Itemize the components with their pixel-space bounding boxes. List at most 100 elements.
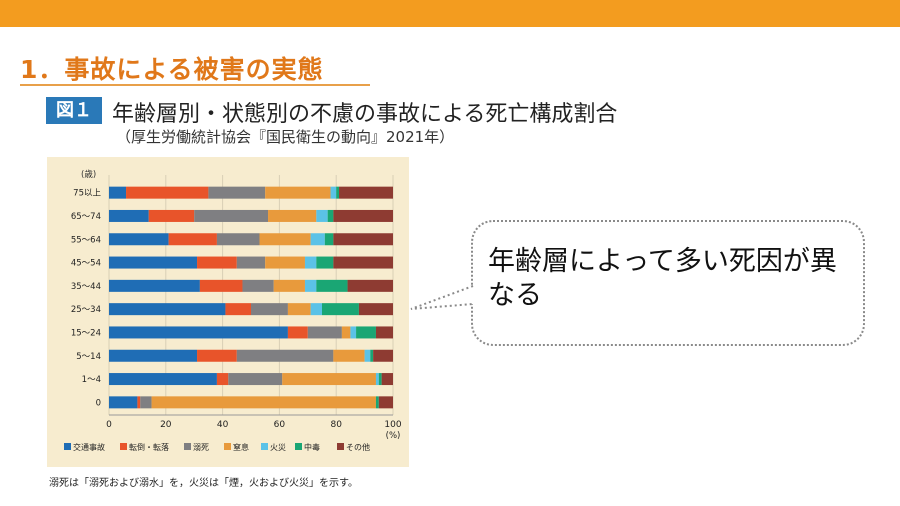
bar-segment bbox=[217, 373, 228, 385]
bar-segment bbox=[333, 210, 393, 222]
bar-segment bbox=[379, 396, 393, 408]
bar-segment bbox=[109, 187, 126, 199]
category-label: 5～14 bbox=[76, 352, 101, 362]
bar-segment bbox=[376, 373, 379, 385]
bar-segment bbox=[376, 396, 379, 408]
x-tick-label: 60 bbox=[274, 420, 286, 430]
category-label: 45～54 bbox=[71, 259, 101, 269]
bar-segment bbox=[152, 396, 376, 408]
bar-segment bbox=[237, 257, 265, 269]
bar-segment bbox=[228, 373, 282, 385]
bar-segment bbox=[137, 396, 140, 408]
legend-label: 火災 bbox=[270, 443, 286, 452]
bar-segment bbox=[109, 303, 225, 315]
x-tick-label: 40 bbox=[217, 420, 229, 430]
bar-segment bbox=[370, 350, 373, 362]
bar-segment bbox=[197, 257, 237, 269]
section-title: 1．事故による被害の実態 bbox=[20, 50, 324, 86]
bar-segment bbox=[237, 350, 334, 362]
bar-segment bbox=[333, 350, 364, 362]
bar-segment bbox=[282, 373, 376, 385]
legend-swatch bbox=[261, 443, 268, 450]
bar-segment bbox=[265, 257, 305, 269]
bar-segment bbox=[339, 187, 393, 199]
category-label: 1～4 bbox=[82, 375, 101, 385]
bar-segment bbox=[169, 233, 217, 245]
legend-label: 窒息 bbox=[233, 442, 249, 452]
x-tick-label: 100 bbox=[384, 420, 401, 430]
callout-text: 年齢層によって多い死因が異なる bbox=[488, 245, 848, 313]
category-label: 15～24 bbox=[71, 328, 101, 338]
bar-segment bbox=[208, 187, 265, 199]
bar-segment bbox=[342, 326, 351, 338]
bar-segment bbox=[268, 210, 316, 222]
bar-segment bbox=[333, 257, 393, 269]
bar-segment bbox=[140, 396, 151, 408]
legend-swatch bbox=[295, 443, 302, 450]
bar-segment bbox=[331, 187, 337, 199]
category-label: 75以上 bbox=[73, 189, 101, 199]
bar-segment bbox=[359, 303, 393, 315]
bar-segment bbox=[316, 210, 327, 222]
bar-segment bbox=[251, 303, 288, 315]
bar-segment bbox=[265, 187, 330, 199]
bar-segment bbox=[200, 280, 243, 292]
bar-segment bbox=[288, 303, 311, 315]
bar-segment bbox=[305, 280, 316, 292]
x-tick-label: 20 bbox=[160, 420, 172, 430]
bar-segment bbox=[109, 210, 149, 222]
stacked-bar-chart: (歳) 75以上 65～74 55～64 45～54 35～44 25～34 15～24 5～1… bbox=[47, 157, 409, 467]
bar-segment bbox=[194, 210, 268, 222]
figure-source: （厚生労働統計協会『国民衛生の動向』2021年） bbox=[116, 126, 454, 147]
legend-swatch bbox=[337, 443, 344, 450]
bar-segment bbox=[288, 326, 308, 338]
bar-segment bbox=[109, 373, 217, 385]
bar-segment bbox=[305, 257, 316, 269]
speech-bubble-tail bbox=[405, 282, 477, 318]
legend-label: 溺死 bbox=[193, 443, 209, 452]
bar-segment bbox=[311, 303, 322, 315]
bar-segment bbox=[322, 303, 359, 315]
bar-segment bbox=[109, 280, 200, 292]
bar-segment bbox=[274, 280, 305, 292]
figure-title: 年齢層別・状態別の不慮の事故による死亡構成割合 bbox=[112, 96, 617, 128]
bar-segment bbox=[149, 210, 194, 222]
legend-label: 中毒 bbox=[304, 442, 320, 452]
bar-segment bbox=[365, 350, 371, 362]
y-axis-unit: (歳) bbox=[81, 169, 96, 180]
bar-segment bbox=[316, 257, 333, 269]
legend-label: その他 bbox=[346, 442, 370, 452]
bar-segment bbox=[109, 233, 169, 245]
bar-segment bbox=[260, 233, 311, 245]
bar-segment bbox=[373, 350, 393, 362]
category-label: 65～74 bbox=[71, 212, 101, 222]
top-accent-bar bbox=[0, 0, 900, 27]
legend-swatch bbox=[184, 443, 191, 450]
bar-segment bbox=[109, 396, 137, 408]
bar-segment bbox=[333, 233, 393, 245]
footnote: 溺死は「溺死および溺水」を，火災は「煙，火および火災」を示す。 bbox=[49, 474, 358, 489]
bar-segment bbox=[376, 326, 393, 338]
x-tick-label: 0 bbox=[106, 420, 112, 430]
chart-panel: (歳) 75以上 65～74 55～64 45～54 35～44 25～34 15～24 5～1… bbox=[47, 157, 409, 467]
category-label: 35～44 bbox=[71, 282, 101, 292]
bar-segment bbox=[336, 187, 339, 199]
figure-badge: 図１ bbox=[46, 97, 102, 124]
bar-segment bbox=[348, 280, 393, 292]
legend-swatch bbox=[64, 443, 71, 450]
bar-segment bbox=[109, 326, 288, 338]
bar-segment bbox=[197, 350, 237, 362]
bar-segment bbox=[328, 210, 334, 222]
bar-segment bbox=[382, 373, 393, 385]
title-underline bbox=[20, 84, 370, 86]
legend-label: 転倒・転落 bbox=[129, 442, 169, 452]
category-label: 0 bbox=[96, 398, 101, 408]
legend-swatch bbox=[120, 443, 127, 450]
bar-segment bbox=[225, 303, 251, 315]
bar-segment bbox=[356, 326, 376, 338]
bar-segment bbox=[217, 233, 260, 245]
category-label: 55～64 bbox=[71, 235, 101, 245]
bar-segment bbox=[325, 233, 334, 245]
bar-segment bbox=[316, 280, 347, 292]
bar-segment bbox=[109, 257, 197, 269]
